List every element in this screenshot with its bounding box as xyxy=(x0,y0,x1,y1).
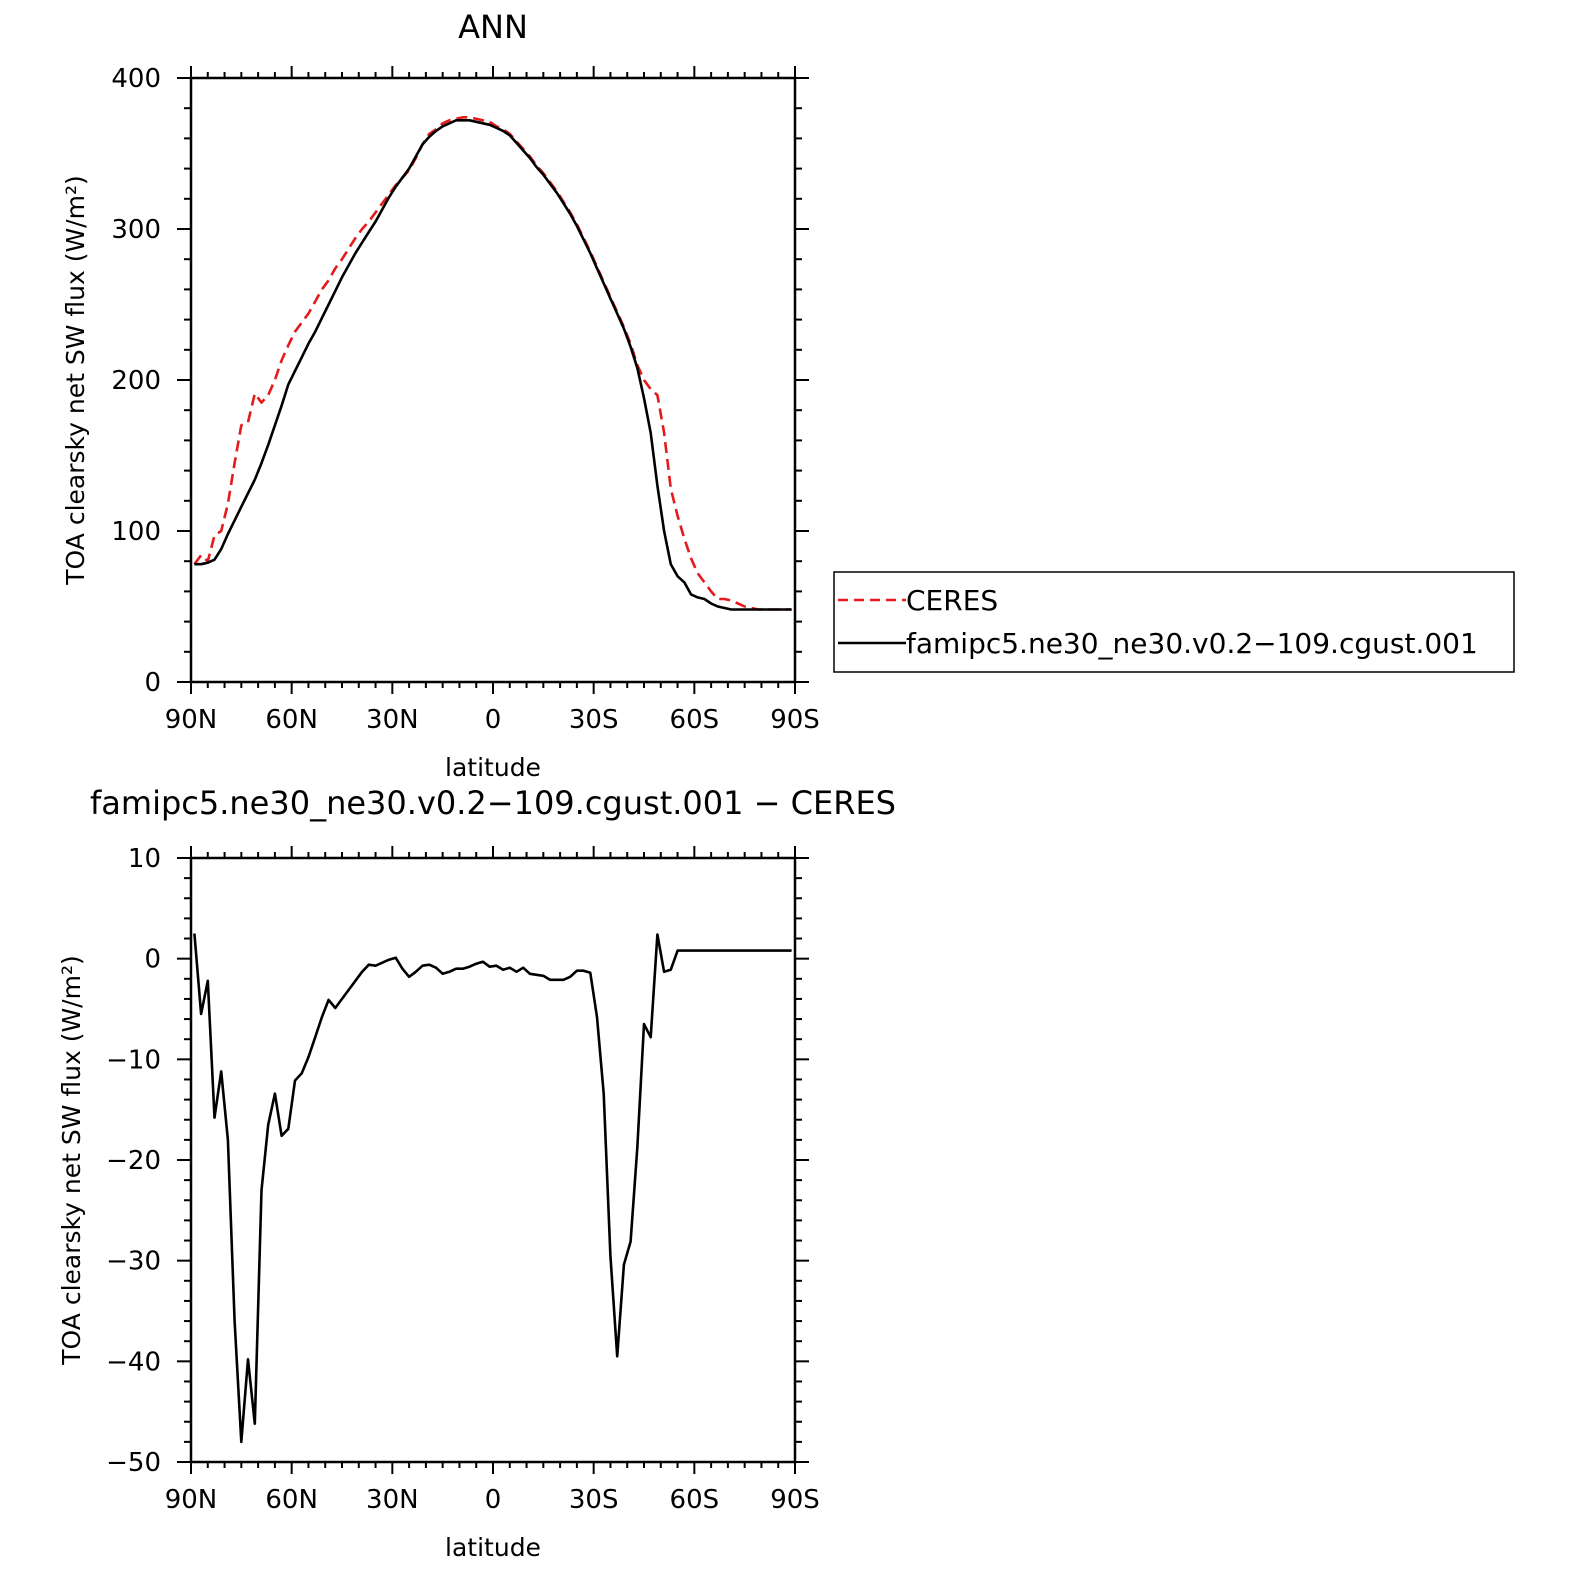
y-tick-label: −10 xyxy=(106,1045,161,1075)
y-tick-label: 0 xyxy=(144,945,161,975)
x-tick-label: 60N xyxy=(265,1485,318,1515)
legend-label-model: famipc5.ne30_ne30.v0.2−109.cgust.001 xyxy=(906,627,1478,660)
y-tick-label: −50 xyxy=(106,1448,161,1478)
x-tick-label: 0 xyxy=(485,1485,502,1515)
x-tick-label: 60N xyxy=(265,705,318,735)
x-tick-label: 90N xyxy=(165,1485,218,1515)
y-tick-label: 100 xyxy=(111,517,161,547)
top-x-axis: 90N 60N 30N 0 30S 60S 90S xyxy=(165,66,820,735)
x-tick-label: 30N xyxy=(366,1485,419,1515)
series-line-difference xyxy=(193,933,792,1444)
y-tick-label: 0 xyxy=(144,668,161,698)
bottom-plot-frame xyxy=(189,856,797,1464)
bottom-x-axis: 90N 60N 30N 0 30S 60S 90S xyxy=(165,846,820,1515)
x-tick-label: 30S xyxy=(569,705,619,735)
x-tick-label: 60S xyxy=(670,1485,720,1515)
y-tick-label: 200 xyxy=(111,366,161,396)
y-tick-label: 400 xyxy=(111,64,161,94)
y-tick-label: −20 xyxy=(106,1146,161,1176)
y-tick-label: −30 xyxy=(106,1247,161,1277)
legend: CERES famipc5.ne30_ne30.v0.2−109.cgust.0… xyxy=(833,571,1515,673)
top-line-chart: 90N 60N 30N 0 30S 60S 90S 0 100 200 300 400 latitu… xyxy=(61,64,820,782)
bottom-x-axis-label: latitude xyxy=(445,1533,541,1562)
y-tick-label: 10 xyxy=(128,844,161,874)
series-line-ceres xyxy=(193,116,792,611)
bottom-series-lines xyxy=(193,933,792,1444)
top-x-axis-label: latitude xyxy=(445,753,541,782)
top-chart-title: ANN xyxy=(458,8,528,46)
x-tick-label: 90S xyxy=(770,705,820,735)
x-tick-label: 0 xyxy=(485,705,502,735)
bottom-line-chart: 90N 60N 30N 0 30S 60S 90S −50 −40 −30 −20 −10 0 10 l… xyxy=(57,844,820,1562)
x-tick-label: 90S xyxy=(770,1485,820,1515)
x-tick-label: 90N xyxy=(165,705,218,735)
bottom-y-axis-label: TOA clearsky net SW flux (W/m²) xyxy=(57,955,86,1365)
x-tick-label: 30N xyxy=(366,705,419,735)
y-tick-label: −40 xyxy=(106,1347,161,1377)
legend-label-ceres: CERES xyxy=(906,584,998,617)
legend-box xyxy=(833,571,1515,673)
series-line-model xyxy=(194,119,792,611)
x-tick-label: 30S xyxy=(569,1485,619,1515)
top-y-axis-label: TOA clearsky net SW flux (W/m²) xyxy=(61,175,90,585)
bottom-chart-title: famipc5.ne30_ne30.v0.2−109.cgust.001 − C… xyxy=(90,784,896,822)
bottom-y-axis: −50 −40 −30 −20 −10 0 10 xyxy=(106,844,809,1478)
x-tick-label: 60S xyxy=(670,705,720,735)
y-tick-label: 300 xyxy=(111,215,161,245)
top-y-axis: 0 100 200 300 400 xyxy=(111,64,809,698)
top-plot-frame xyxy=(189,76,797,684)
top-series-lines xyxy=(193,116,792,611)
